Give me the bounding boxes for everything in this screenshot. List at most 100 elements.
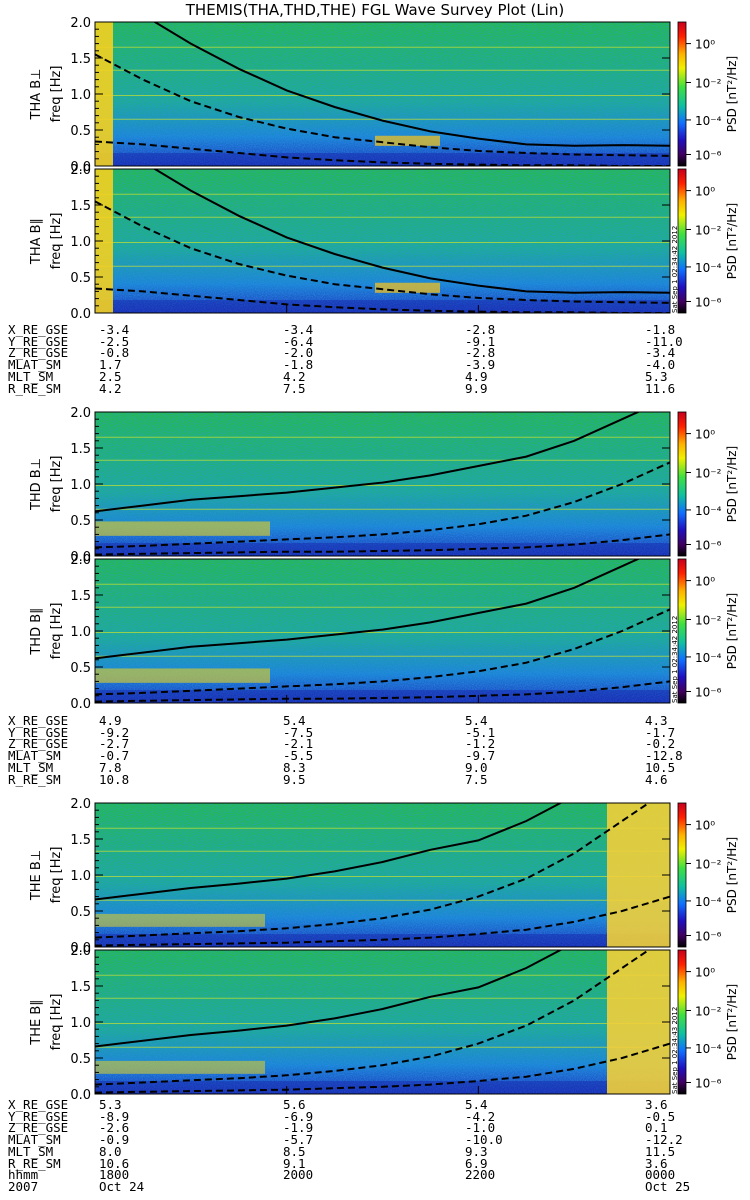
colorbar-label: PSD [nT²/Hz]	[725, 593, 739, 669]
ephemeris-value: -1.9	[283, 1120, 314, 1136]
y-tick-label: 1.0	[70, 88, 91, 103]
y-axis-label: freq [Hz]	[49, 847, 64, 904]
y-tick-label: 0.0	[70, 307, 91, 322]
ephemeris-value: -2.6	[99, 1120, 130, 1136]
ephemeris-value: -3.4	[99, 322, 130, 337]
frequency-curve	[95, 1042, 670, 1094]
ephemeris-value: 1800	[99, 1167, 130, 1183]
colorbar	[677, 21, 687, 167]
timestamp-stamp: Sat Sep 1 02:34:42 2012	[671, 226, 679, 313]
colorbar-tick-label: 10⁻⁴	[695, 114, 722, 128]
y-axis-label: freq [Hz]	[49, 994, 64, 1051]
ephemeris-label: MLAT_SM	[8, 1132, 61, 1148]
ephemeris-value: -11.0	[645, 333, 683, 349]
panel-label: THA B⊥	[29, 69, 44, 121]
ephemeris-value: -1.8	[645, 322, 676, 337]
colorbar-label: PSD [nT²/Hz]	[725, 984, 739, 1060]
ephemeris-value: -6.4	[283, 333, 314, 349]
frequency-curve	[95, 53, 670, 157]
colorbar-tick-label: 10⁻⁶	[695, 929, 722, 943]
frequency-curve	[95, 680, 670, 703]
colorbar-label: PSD [nT²/Hz]	[725, 446, 739, 522]
frequency-curve	[152, 22, 670, 147]
colorbar-tick-label: 10⁻²	[695, 1004, 722, 1018]
y-tick-label: 1.0	[70, 235, 91, 250]
ephemeris-value: 5.4	[465, 713, 488, 728]
wave-patch	[95, 913, 265, 927]
y-tick-label: 1.0	[70, 1016, 91, 1031]
colorbar-label: PSD [nT²/Hz]	[725, 203, 739, 279]
frequency-curve	[95, 287, 670, 313]
ephemeris-value: Oct 25	[645, 1178, 691, 1194]
y-tick-label: 2.0	[70, 406, 91, 421]
y-tick-label: 1.5	[70, 980, 91, 995]
colorbar-tick-label: 10⁻⁶	[695, 538, 722, 552]
y-tick-label: 0.5	[70, 1052, 91, 1067]
colorbar-tick-label: 10⁻²	[695, 76, 722, 90]
colorbar-tick-label: 10⁰	[695, 819, 715, 833]
ephemeris-value: 8.5	[283, 1143, 306, 1159]
ephemeris-value: -10.0	[465, 1132, 503, 1148]
y-tick-label: 0.0	[70, 550, 91, 565]
y-tick-label: 1.5	[70, 833, 91, 848]
ephemeris-label: MLT_SM	[8, 1143, 54, 1159]
ephemeris-value: -5.5	[283, 748, 314, 764]
ephemeris-label: MLT_SM	[8, 759, 54, 775]
colorbar-tick-label: 10⁻⁴	[695, 651, 722, 665]
ephemeris-value: -0.2	[645, 736, 676, 752]
ephemeris-value: -5.1	[465, 724, 496, 740]
ephemeris-value: -8.9	[99, 1108, 130, 1124]
y-tick-label: 0.5	[70, 271, 91, 286]
ephemeris-value: -3.4	[645, 345, 676, 361]
ephemeris-value: 2000	[283, 1167, 314, 1183]
ephemeris-label: Y_RE_GSE	[8, 333, 69, 349]
colorbar-tick-label: 10⁻²	[695, 613, 722, 627]
colorbar-label: PSD [nT²/Hz]	[725, 56, 739, 132]
spectrogram-panel: 2.0 1.5 1.0 0.5 0.0 THD B⊥ freq [Hz] 10⁰ 10⁻² 10⁻…	[29, 406, 739, 565]
colorbar	[677, 802, 687, 948]
ephemeris-value: -2.0	[283, 345, 314, 361]
y-tick-label: 2.0	[70, 797, 91, 812]
panel-label: THA B∥	[29, 218, 44, 265]
panel-label: THD B∥	[29, 607, 44, 655]
frequency-curve	[152, 169, 670, 294]
ephemeris-value: -2.5	[99, 333, 130, 349]
y-tick-label: 0.5	[70, 905, 91, 920]
y-axis-label: freq [Hz]	[49, 66, 64, 123]
ephemeris-value: -4.0	[645, 357, 676, 373]
ephemeris-value: -2.7	[99, 736, 130, 752]
ephemeris-value: 5.4	[465, 1097, 488, 1112]
ephemeris-value: 4.9	[465, 368, 488, 384]
spectrogram-panel: 2.0 1.5 1.0 0.5 0.0 THE B⊥ freq [Hz] 10⁰ 10⁻² 10⁻…	[29, 797, 739, 956]
spectrogram-panel: 2.0 1.5 1.0 0.5 0.0 THE B∥ freq [Hz] 10⁰ 10⁻² 10⁻…	[29, 944, 739, 1103]
ephemeris-value: -3.4	[283, 322, 314, 337]
ephemeris-value: 8.3	[283, 759, 306, 775]
ephemeris-value: -1.0	[465, 1120, 496, 1136]
y-tick-label: 0.5	[70, 124, 91, 139]
ephemeris-label: R_RE_SM	[8, 771, 61, 787]
ephemeris-label: X_RE_GSE	[8, 322, 69, 337]
panel-label: THD B⊥	[29, 458, 44, 511]
wave-patch	[95, 1060, 265, 1074]
ephemeris-value: -0.9	[99, 1132, 130, 1148]
ephemeris-value: -2.1	[283, 736, 314, 752]
y-tick-label: 0.0	[70, 160, 91, 175]
ephemeris-label: R_RE_SM	[8, 1155, 61, 1171]
colorbar-tick-label: 10⁻²	[695, 466, 722, 480]
y-tick-label: 1.0	[70, 625, 91, 640]
colorbar-tick-label: 10⁰	[695, 185, 715, 199]
y-tick-label: 1.0	[70, 478, 91, 493]
y-tick-label: 0.0	[70, 1088, 91, 1103]
ephemeris-value: 9.3	[465, 1143, 488, 1159]
timestamp-stamp: Sat Sep 1 02:34:42 2012	[671, 616, 679, 703]
y-tick-label: 1.5	[70, 442, 91, 457]
ephemeris-value: 6.9	[465, 1155, 488, 1171]
ephemeris-value: Oct 24	[99, 1178, 145, 1194]
ephemeris-value: -7.5	[283, 724, 314, 740]
colorbar	[677, 949, 687, 1095]
ephemeris-value: 4.2	[283, 368, 306, 384]
colorbar	[677, 411, 687, 557]
ephemeris-value: 8.0	[99, 1143, 122, 1159]
ephemeris-value: 3.6	[645, 1097, 668, 1112]
